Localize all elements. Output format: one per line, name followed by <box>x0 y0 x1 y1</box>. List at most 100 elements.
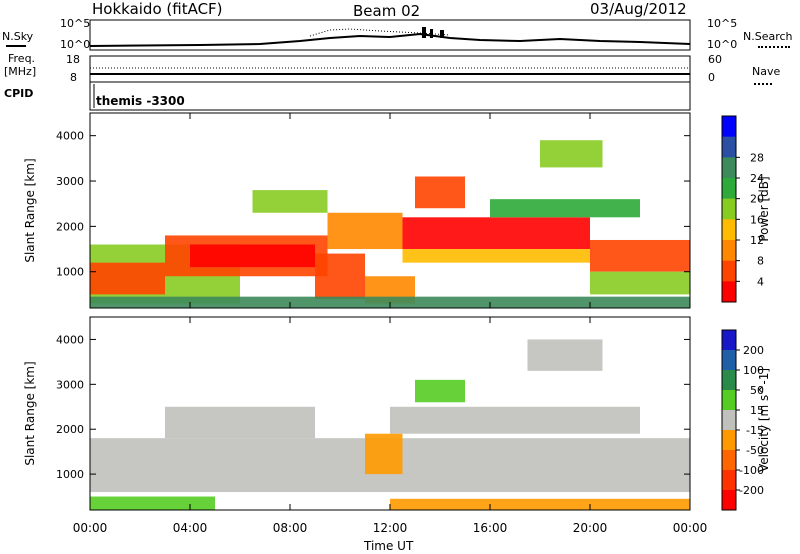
velocity-band <box>390 498 690 510</box>
nsky-spike-3 <box>440 30 444 38</box>
nsearch-tick-top: 10^5 <box>707 17 738 30</box>
velocity-xtick-label: 16:00 <box>473 521 508 535</box>
power-band <box>415 176 465 209</box>
nave-label: Nave <box>752 65 781 78</box>
station-title: Hokkaido (fitACF) <box>92 0 223 18</box>
velocity-colorbar-tick-label: -15 <box>746 424 764 437</box>
velocity-colorbar-tick-label: -100 <box>739 464 764 477</box>
freq-tick-bottom: 8 <box>70 71 77 84</box>
power-band <box>315 253 365 299</box>
power-ytick-label: 1000 <box>56 266 84 279</box>
velocity-colorbar-tick-label: 15 <box>750 404 764 417</box>
power-colorbar-segment <box>722 136 736 158</box>
velocity-xtick-label: 12:00 <box>373 521 408 535</box>
power-band <box>402 217 590 250</box>
velocity-ytick-label: 4000 <box>56 333 84 346</box>
nsearch-label: N.Search <box>743 30 793 43</box>
power-band <box>540 140 603 168</box>
velocity-band <box>527 339 603 371</box>
velocity-colorbar-segment <box>722 470 736 491</box>
power-band <box>590 271 690 295</box>
power-band <box>327 212 403 250</box>
velocity-band <box>390 406 640 434</box>
velocity-panel: 1000 2000 3000 4000 00:00 04:00 08:00 12:00 16:0… <box>23 316 771 535</box>
power-ytick-label: 2000 <box>56 220 84 233</box>
power-colorbar-label: Power [dB] <box>757 176 771 241</box>
velocity-colorbar-segment <box>722 330 736 351</box>
power-colorbar-segment <box>722 240 736 262</box>
power-ytick-label: 4000 <box>56 130 84 143</box>
velocity-colorbar-segment <box>722 410 736 431</box>
velocity-colorbar-tick-label: 200 <box>743 344 764 357</box>
beam-title: Beam 02 <box>353 2 421 20</box>
nsearch-legend-line <box>758 46 790 48</box>
cpid-label: CPID <box>4 87 34 100</box>
velocity-ylabel: Slant Range [km] <box>23 361 37 465</box>
velocity-xtick-label: 08:00 <box>273 521 308 535</box>
velocity-colorbar-segment <box>722 450 736 471</box>
power-ytick-label: 3000 <box>56 175 84 188</box>
velocity-xtick-label: 00:00 <box>673 521 708 535</box>
range-time-panels: 1000 2000 3000 4000 Slant Range [km] 4 8 12 16 20… <box>23 112 771 535</box>
velocity-xtick-label: 00:00 <box>73 521 108 535</box>
power-band <box>252 190 328 213</box>
freq-frame <box>89 55 691 83</box>
power-colorbar-segment <box>722 178 736 200</box>
summary-panels <box>89 19 691 111</box>
nsky-label: N.Sky <box>2 30 34 43</box>
power-colorbar-segment <box>722 219 736 241</box>
velocity-colorbar-segment <box>722 370 736 391</box>
velocity-colorbar-segment <box>722 430 736 451</box>
velocity-colorbar-label: Velocity [m s^-1] <box>757 368 771 472</box>
nave-tick-top: 60 <box>708 53 722 66</box>
nsky-tick-bottom: 10^0 <box>60 38 91 51</box>
power-band <box>590 239 690 272</box>
nsky-spike-2 <box>430 29 433 38</box>
power-colorbar-tick-label: 12 <box>750 234 764 247</box>
nsearch-tick-bottom: 10^0 <box>707 38 738 51</box>
velocity-colorbar-tick-label: -200 <box>739 484 764 497</box>
velocity-band <box>165 406 315 439</box>
power-colorbar-frame <box>721 115 737 303</box>
velocity-colorbar-segment <box>722 350 736 371</box>
nsky-tick-top: 10^5 <box>60 17 91 30</box>
power-colorbar-segment <box>722 281 736 303</box>
nsky-trace <box>89 32 691 47</box>
velocity-colorbar-tick-label: -50 <box>746 444 764 457</box>
velocity-colorbar-segment <box>722 390 736 411</box>
velocity-colorbar-tick-label: 100 <box>743 364 764 377</box>
freq-unit-label: [MHz] <box>4 65 37 78</box>
velocity-xtick-label: 20:00 <box>573 521 608 535</box>
power-band <box>90 262 165 295</box>
velocity-colorbar-tick-label: 50 <box>750 384 764 397</box>
nsky-frame <box>89 19 691 51</box>
power-panel: 1000 2000 3000 4000 Slant Range [km] 4 8 12 16 20… <box>23 112 771 309</box>
power-colorbar-segment <box>722 157 736 179</box>
power-colorbar-segment <box>722 260 736 282</box>
velocity-ytick-label: 3000 <box>56 378 84 391</box>
power-colorbar-tick-label: 20 <box>750 193 764 206</box>
power-colorbar-segment <box>722 116 736 138</box>
power-band <box>402 249 590 263</box>
power-band <box>490 199 640 218</box>
freq-label: Freq. <box>8 52 36 65</box>
x-axis-label: Time UT <box>364 539 414 553</box>
cpid-frame <box>89 81 691 111</box>
velocity-ytick-label: 2000 <box>56 423 84 436</box>
power-colorbar-tick-label: 24 <box>750 172 764 185</box>
power-colorbar-segment <box>722 198 736 220</box>
velocity-band <box>365 433 403 475</box>
velocity-ytick-label: 1000 <box>56 468 84 481</box>
power-colorbar-tick-label: 28 <box>750 151 764 164</box>
nsky-legend-line <box>6 45 26 47</box>
velocity-colorbar-segment <box>722 490 736 511</box>
power-band <box>190 244 315 268</box>
power-colorbar-tick-label: 16 <box>750 213 764 226</box>
power-colorbar-tick-label: 8 <box>757 255 764 268</box>
freq-tick-top: 18 <box>66 53 80 66</box>
velocity-colorbar-frame <box>721 329 737 511</box>
power-ylabel: Slant Range [km] <box>23 158 37 262</box>
cpid-value: themis -3300 <box>96 94 185 108</box>
velocity-xtick-label: 04:00 <box>173 521 208 535</box>
nave-legend-line <box>754 83 772 85</box>
